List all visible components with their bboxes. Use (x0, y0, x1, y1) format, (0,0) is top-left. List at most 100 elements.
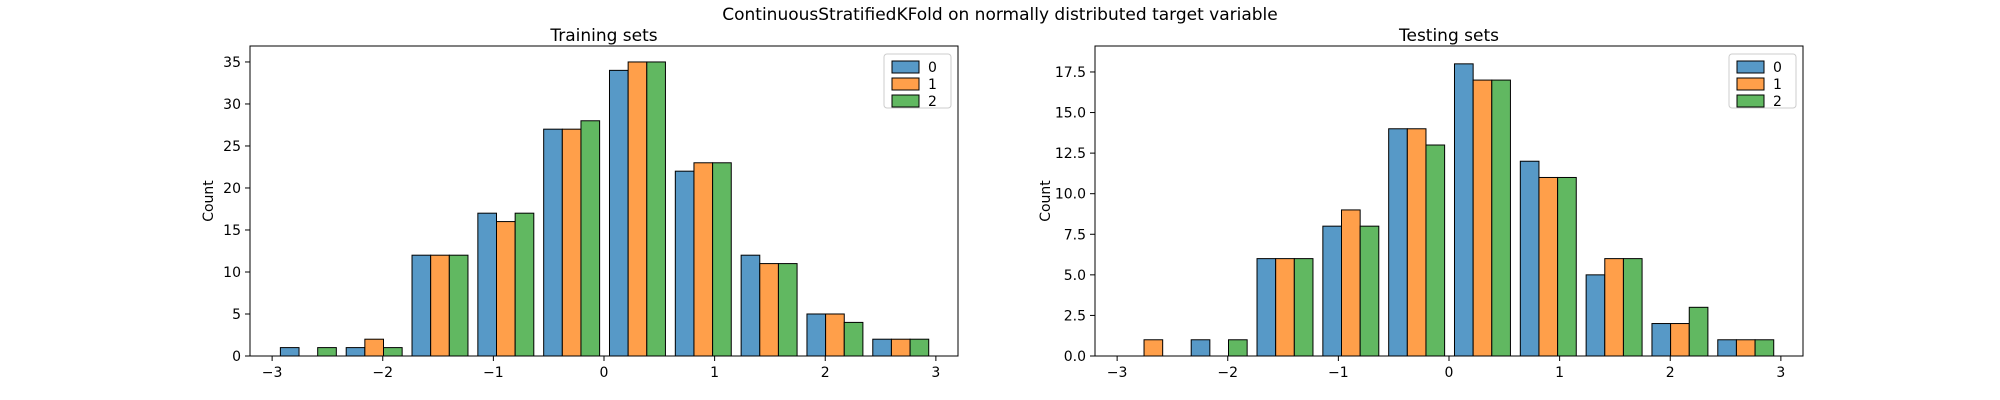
bar-testing-fold1-bin5 (1472, 79, 1493, 357)
bar-training-fold1-bin3 (496, 221, 516, 357)
bar-testing-fold2-bin5 (1491, 79, 1511, 357)
legend-swatch-fold2-testing (1736, 94, 1765, 108)
x-tick-label-testing: 1 (1555, 365, 1564, 381)
bar-training-fold1-bin4 (561, 128, 582, 357)
y-tick-label-training: 25 (223, 139, 241, 155)
y-tick-label-testing: 15.0 (1055, 106, 1086, 122)
y-tick-label-testing: 17.5 (1055, 65, 1086, 81)
bar-testing-fold2-bin4 (1425, 144, 1446, 357)
x-tick-label-training: 3 (931, 365, 940, 381)
bar-testing-fold0-bin9 (1717, 339, 1737, 357)
bar-testing-fold1-bin9 (1735, 339, 1756, 357)
legend-swatch-fold1-training (891, 77, 920, 91)
bar-testing-fold2-bin6 (1557, 176, 1577, 357)
bar-testing-fold0-bin6 (1519, 160, 1540, 357)
x-tick-label-training: −2 (372, 365, 393, 381)
y-tick-label-training: 10 (223, 265, 241, 281)
bar-training-fold0-bin5 (608, 69, 629, 357)
bar-testing-fold1-bin0 (1143, 339, 1164, 357)
bar-testing-fold2-bin3 (1359, 225, 1380, 357)
bar-testing-fold2-bin9 (1754, 339, 1775, 357)
legend-swatch-fold0-training (891, 60, 920, 74)
bar-training-fold0-bin7 (740, 254, 761, 357)
bar-testing-fold1-bin3 (1341, 209, 1361, 357)
bar-training-fold1-bin8 (825, 313, 845, 357)
bar-training-fold0-bin4 (543, 128, 563, 357)
y-tick-label-testing: 7.5 (1064, 227, 1086, 243)
y-tick-label-testing: 5.0 (1064, 268, 1086, 284)
x-tick-label-testing: 3 (1776, 365, 1785, 381)
y-tick-label-training: 35 (223, 55, 241, 71)
y-tick-label-testing: 12.5 (1055, 146, 1086, 162)
bar-testing-fold1-bin2 (1275, 258, 1295, 357)
x-tick-label-testing: −3 (1107, 365, 1128, 381)
bar-training-fold2-bin1 (383, 347, 403, 357)
bar-training-fold0-bin9 (872, 338, 892, 357)
bar-training-fold1-bin6 (693, 162, 714, 357)
bar-testing-fold0-bin7 (1585, 274, 1606, 357)
y-tick-label-training: 20 (223, 181, 241, 197)
bar-training-fold2-bin0 (317, 347, 337, 357)
bar-training-fold1-bin1 (364, 338, 385, 357)
chart-title-testing: Testing sets (1398, 26, 1499, 46)
bar-testing-fold0-bin1 (1190, 339, 1211, 357)
x-tick-label-training: 1 (710, 365, 719, 381)
x-tick-label-testing: 2 (1666, 365, 1675, 381)
bar-training-fold2-bin2 (448, 254, 469, 357)
y-tick-label-training: 30 (223, 97, 241, 113)
bar-training-fold1-bin5 (627, 61, 648, 357)
legend-swatch-fold1-testing (1736, 77, 1765, 91)
bar-training-fold0-bin2 (411, 254, 432, 357)
bar-testing-fold0-bin4 (1388, 128, 1408, 357)
legend-swatch-fold2-training (891, 94, 920, 108)
bar-training-fold2-bin9 (909, 338, 930, 357)
legend-swatch-fold0-testing (1736, 60, 1765, 74)
bar-training-fold1-bin2 (430, 254, 450, 357)
legend-label-fold1-training: 1 (928, 77, 937, 93)
bar-testing-fold0-bin8 (1651, 323, 1672, 357)
bar-testing-fold1-bin4 (1406, 128, 1427, 357)
bar-testing-fold2-bin2 (1293, 258, 1314, 357)
y-tick-label-training: 0 (232, 349, 241, 365)
y-tick-label-testing: 2.5 (1064, 308, 1086, 324)
bar-testing-fold0-bin5 (1453, 63, 1474, 357)
y-tick-label-training: 5 (232, 307, 241, 323)
legend-label-fold1-testing: 1 (1773, 77, 1782, 93)
legend-label-fold0-training: 0 (928, 60, 937, 76)
bar-training-fold2-bin3 (514, 212, 535, 357)
figure-suptitle: ContinuousStratifiedKFold on normally di… (722, 5, 1278, 25)
bar-testing-fold2-bin8 (1688, 306, 1709, 357)
bar-training-fold0-bin3 (477, 212, 498, 357)
bar-testing-fold0-bin3 (1322, 225, 1342, 357)
x-tick-label-training: 2 (821, 365, 830, 381)
x-tick-label-testing: 0 (1445, 365, 1454, 381)
x-tick-label-testing: −2 (1217, 365, 1238, 381)
x-tick-label-training: −1 (483, 365, 504, 381)
bar-training-fold0-bin1 (345, 347, 366, 357)
bar-testing-fold2-bin1 (1228, 339, 1248, 357)
y-tick-label-testing: 0.0 (1064, 349, 1086, 365)
y-tick-label-training: 15 (223, 223, 241, 239)
x-tick-label-testing: −1 (1328, 365, 1349, 381)
bar-testing-fold1-bin6 (1538, 176, 1559, 357)
bar-training-fold2-bin7 (777, 263, 798, 357)
bar-training-fold2-bin8 (843, 321, 864, 357)
axes-frame-training (249, 45, 959, 357)
bar-testing-fold0-bin2 (1256, 258, 1277, 357)
x-tick-label-training: 0 (600, 365, 609, 381)
bar-training-fold0-bin8 (806, 313, 827, 357)
bar-testing-fold1-bin8 (1670, 323, 1690, 357)
bar-training-fold1-bin9 (890, 338, 911, 357)
bar-training-fold0-bin6 (674, 170, 695, 357)
legend-label-fold2-training: 2 (928, 94, 937, 110)
bar-testing-fold2-bin7 (1622, 258, 1643, 357)
bar-training-fold1-bin7 (759, 263, 779, 357)
bar-training-fold2-bin6 (712, 162, 732, 357)
bar-training-fold2-bin5 (646, 61, 666, 357)
bar-training-fold2-bin4 (580, 120, 601, 357)
legend-label-fold0-testing: 0 (1773, 60, 1782, 76)
x-tick-label-training: −3 (262, 365, 283, 381)
legend-label-fold2-testing: 2 (1773, 94, 1782, 110)
